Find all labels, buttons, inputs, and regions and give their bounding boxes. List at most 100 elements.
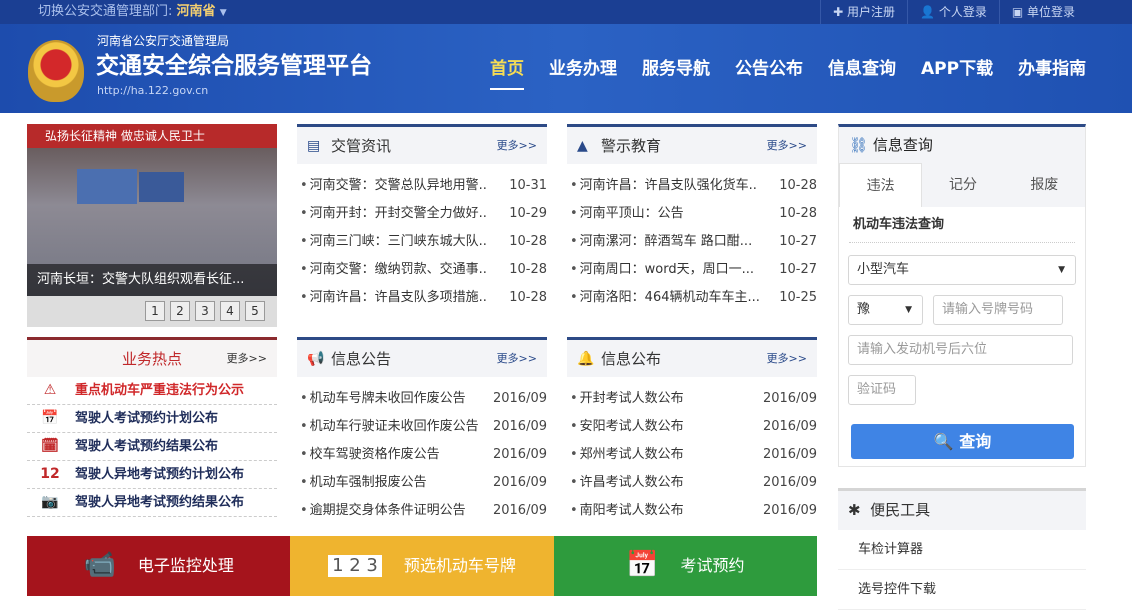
nav-info-query[interactable]: 信息查询 <box>828 59 896 79</box>
calendar-icon: 📅 <box>41 410 59 427</box>
item-date: 2016/09 <box>492 419 547 434</box>
nav-services[interactable]: 服务导航 <box>642 59 710 79</box>
hot-item[interactable]: 📅 驾驶人考试预约计划公布 <box>27 405 277 433</box>
list-item[interactable]: 河南三门峡：三门峡东城大队.. 10-28 <box>297 228 547 256</box>
list-item[interactable]: 机动车强制报废公告 2016/09 <box>297 469 547 497</box>
org-login-link[interactable]: ▣ 单位登录 <box>998 0 1087 24</box>
binoculars-icon: ⛓ <box>849 136 869 154</box>
switch-label: 切换公安交通管理部门: <box>38 4 173 19</box>
carousel-page[interactable]: 2 <box>170 301 190 321</box>
nav-business[interactable]: 业务办理 <box>549 59 617 79</box>
province-select[interactable]: 河南省 <box>176 4 216 19</box>
hot-item[interactable]: ⚠ 重点机动车严重违法行为公示 <box>27 377 277 405</box>
tools-title: 便民工具 <box>870 501 931 519</box>
tool-plate-control-download[interactable]: 选号控件下载 <box>838 570 1086 610</box>
nav-guide[interactable]: 办事指南 <box>1018 59 1087 79</box>
hot-item[interactable]: 12 驾驶人异地考试预约计划公布 <box>27 461 277 489</box>
top-bar: 切换公安交通管理部门: 河南省 ▼ ✚ 用户注册 👤 个人登录 ▣ 单位登录 <box>0 0 1132 24</box>
carousel-photo <box>77 169 137 204</box>
police-emblem-logo <box>28 40 84 102</box>
hot-item[interactable]: 🗓 驾驶人考试预约结果公布 <box>27 433 277 461</box>
item-date: 2016/09 <box>762 447 817 462</box>
item-date: 10-29 <box>509 206 547 221</box>
item-date: 2016/09 <box>762 475 817 490</box>
engine-number-input[interactable]: 请输入发动机号后六位 <box>848 335 1073 365</box>
list-item[interactable]: 河南开封：开封交警全力做好.. 10-29 <box>297 200 547 228</box>
list-item[interactable]: 河南许昌：许昌支队多项措施.. 10-28 <box>297 284 547 312</box>
list-item[interactable]: 逾期提交身体条件证明公告 2016/09 <box>297 497 547 525</box>
list-item[interactable]: 开封考试人数公布 2016/09 <box>567 385 817 413</box>
more-link[interactable]: 更多>> <box>766 138 807 152</box>
banner-plate-preselect[interactable]: 1 2 3 预选机动车号牌 <box>290 536 554 596</box>
tab-violation[interactable]: 违法 <box>839 163 923 207</box>
list-item[interactable]: 河南周口：word天，周口一... 10-27 <box>567 256 817 284</box>
item-title: 河南漯河：醉酒驾车 路口酣... <box>579 234 753 249</box>
item-title: 河南洛阳：464辆机动车车主... <box>579 290 760 305</box>
list-item[interactable]: 机动车行驶证未收回作废公告 2016/09 <box>297 413 547 441</box>
more-link[interactable]: 更多>> <box>496 351 537 365</box>
more-link[interactable]: 更多>> <box>766 351 807 365</box>
list-item[interactable]: 河南平顶山：公告 10-28 <box>567 200 817 228</box>
banner-label: 电子监控处理 <box>137 556 234 576</box>
carousel-page[interactable]: 1 <box>145 301 165 321</box>
item-date: 2016/09 <box>762 419 817 434</box>
province-prefix-value: 豫 <box>857 302 871 317</box>
list-item[interactable]: 南阳考试人数公布 2016/09 <box>567 497 817 525</box>
banner-exam-booking[interactable]: 📅 考试预约 <box>553 536 817 596</box>
item-title: 许昌考试人数公布 <box>579 475 684 490</box>
item-title: 河南周口：word天，周口一... <box>579 262 755 277</box>
personal-login-link[interactable]: 👤 个人登录 <box>907 0 999 24</box>
list-item[interactable]: 河南漯河：醉酒驾车 路口酣... 10-27 <box>567 228 817 256</box>
query-button[interactable]: 🔍 查询 <box>851 424 1074 459</box>
panel-title: 警示教育 <box>601 136 662 155</box>
carousel-page[interactable]: 3 <box>195 301 215 321</box>
item-date: 10-27 <box>779 262 817 277</box>
number-plate-icon: 1 2 3 <box>328 555 382 577</box>
register-label: 用户注册 <box>847 5 896 19</box>
carousel-page[interactable]: 5 <box>245 301 265 321</box>
vehicle-type-select[interactable]: 小型汽车 ▼ <box>848 255 1076 285</box>
tab-points[interactable]: 记分 <box>948 177 977 193</box>
nav-home[interactable]: 首页 <box>490 59 524 90</box>
list-item[interactable]: 河南交警：缴纳罚款、交通事.. 10-28 <box>297 256 547 284</box>
item-title: 机动车强制报废公告 <box>309 475 427 490</box>
hot-item[interactable]: 📷 驾驶人异地考试预约结果公布 <box>27 489 277 517</box>
list-item[interactable]: 河南洛阳：464辆机动车车主... 10-25 <box>567 284 817 312</box>
info-query-panel: ⛓ 信息查询 违法 记分 报废 机动车违法查询 小型汽车 ▼ 豫 ▼ 请输入号牌号码… <box>838 124 1086 467</box>
item-title: 郑州考试人数公布 <box>579 447 684 462</box>
plate-number-input[interactable]: 请输入号牌号码 <box>933 295 1063 325</box>
item-title: 校车驾驶资格作废公告 <box>309 447 440 462</box>
carousel-page[interactable]: 4 <box>220 301 240 321</box>
panel-title: 交管资讯 <box>331 136 392 155</box>
org-name: 河南省公安厅交通管理局 <box>97 34 230 48</box>
nav-app-download[interactable]: APP下载 <box>921 59 994 79</box>
carousel-photo <box>139 172 184 202</box>
list-item[interactable]: 河南交警：交警总队异地用警.. 10-31 <box>297 172 547 200</box>
news-carousel[interactable]: 弘扬长征精神 做忠诚人民卫士 河南长垣：交警大队组织观看长征... 1 2 3 … <box>27 124 277 327</box>
tools-panel: ✱ 便民工具 车检计算器 选号控件下载 <box>838 488 1086 610</box>
calendar-icon: 📅 <box>626 550 659 581</box>
notice-icon: 📢 <box>307 350 325 367</box>
register-link[interactable]: ✚ 用户注册 <box>820 0 907 24</box>
list-item[interactable]: 河南许昌：许昌支队强化货车.. 10-28 <box>567 172 817 200</box>
more-link[interactable]: 更多>> <box>226 351 267 365</box>
banner-electronic-monitoring[interactable]: 📹 电子监控处理 <box>27 536 291 596</box>
more-link[interactable]: 更多>> <box>496 138 537 152</box>
tool-inspection-calculator[interactable]: 车检计算器 <box>838 530 1086 570</box>
list-item[interactable]: 许昌考试人数公布 2016/09 <box>567 469 817 497</box>
list-item[interactable]: 安阳考试人数公布 2016/09 <box>567 413 817 441</box>
hot-topics-panel: 业务热点 更多>> ⚠ 重点机动车严重违法行为公示 📅 驾驶人考试预约计划公布 🗓 驾驶… <box>27 337 277 517</box>
tab-scrap[interactable]: 报废 <box>1030 177 1059 193</box>
list-item[interactable]: 校车驾驶资格作废公告 2016/09 <box>297 441 547 469</box>
camera-icon: 📹 <box>83 550 116 581</box>
carousel-caption[interactable]: 河南长垣：交警大队组织观看长征... <box>27 264 277 296</box>
nav-announcements[interactable]: 公告公布 <box>735 59 803 79</box>
publish-icon: 🔔 <box>577 350 595 367</box>
list-item[interactable]: 机动车号牌未收回作废公告 2016/09 <box>297 385 547 413</box>
main-nav: 首页 业务办理 服务导航 公告公布 信息查询 APP下载 办事指南 <box>490 58 1087 90</box>
department-switcher[interactable]: 切换公安交通管理部门: 河南省 ▼ <box>38 0 227 25</box>
item-date: 10-28 <box>779 178 817 193</box>
captcha-input[interactable]: 验证码 <box>848 375 916 405</box>
list-item[interactable]: 郑州考试人数公布 2016/09 <box>567 441 817 469</box>
province-prefix-select[interactable]: 豫 ▼ <box>848 295 923 325</box>
